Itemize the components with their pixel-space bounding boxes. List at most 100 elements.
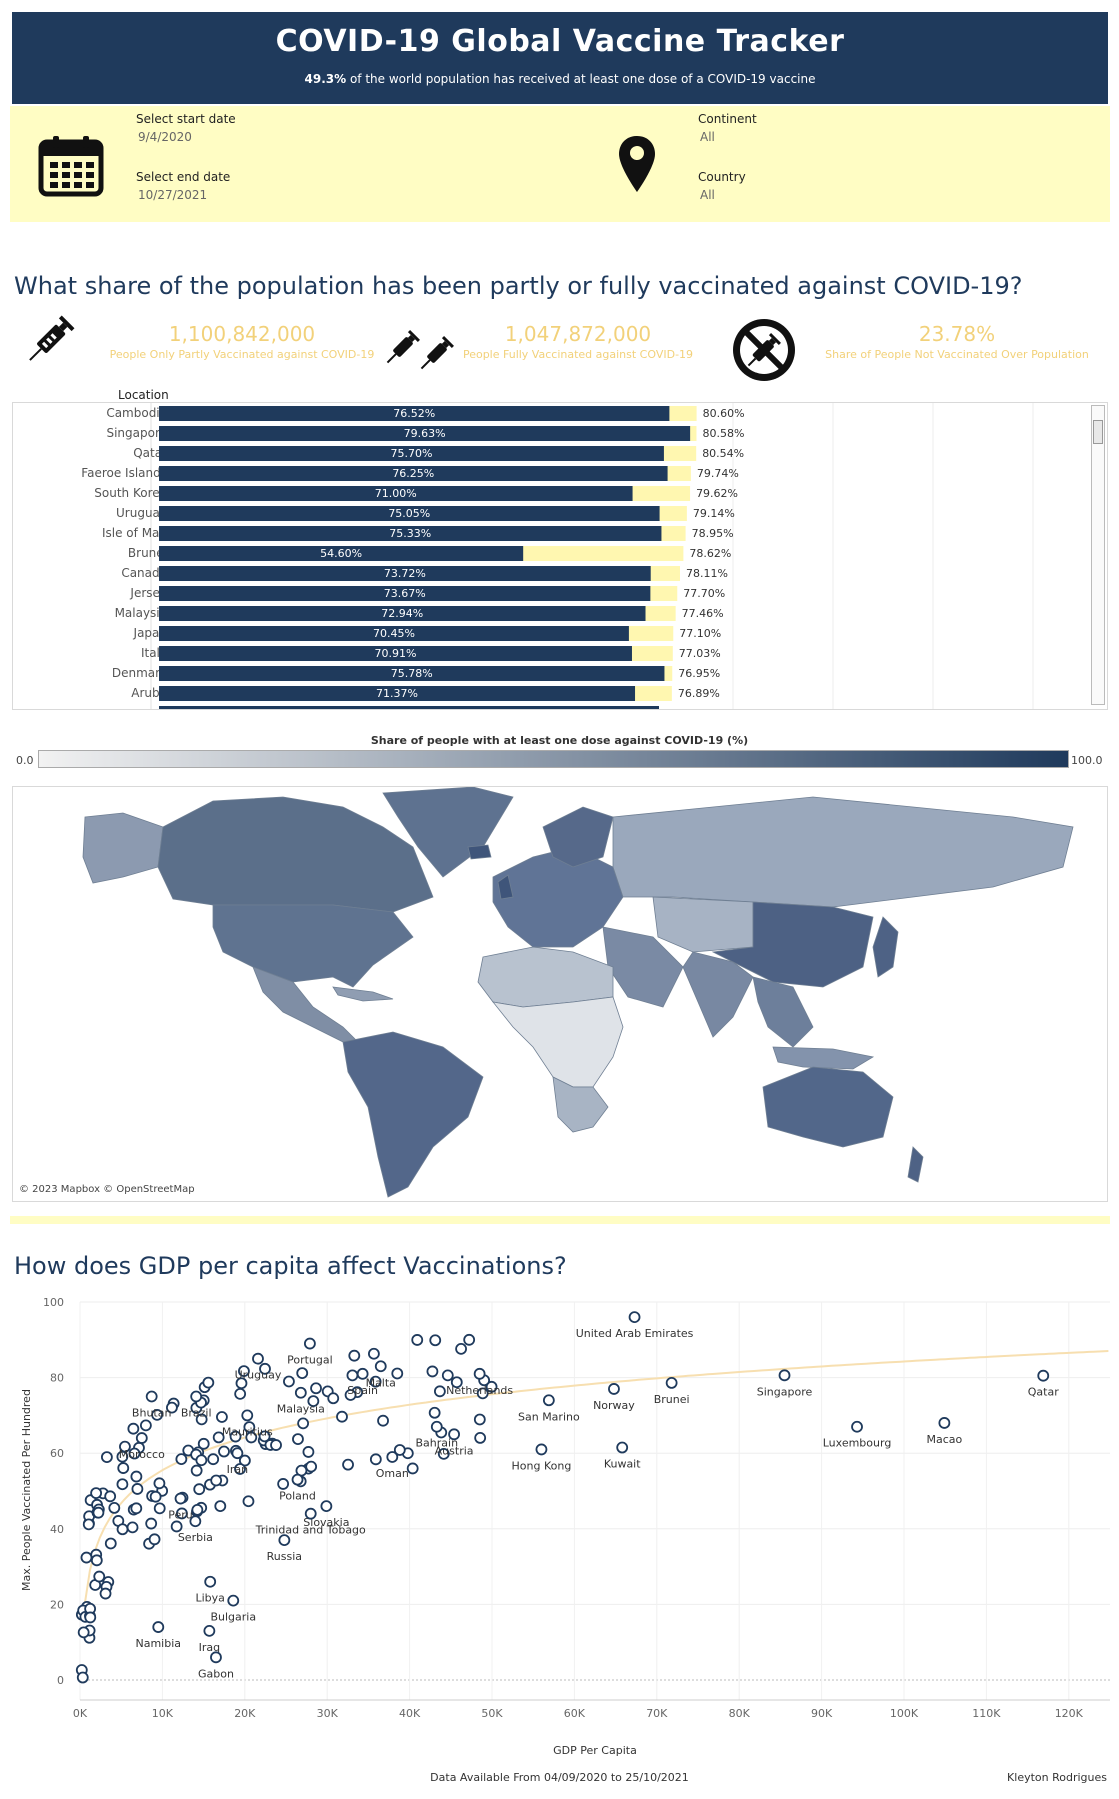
vaccination-bar-table[interactable]: Cambodia 76.52% 80.60% Singapore 79.63% 80.58… xyxy=(12,402,1108,710)
location-label: Canada xyxy=(121,566,167,580)
scatter-point xyxy=(336,1410,348,1423)
scatter-point xyxy=(243,1421,256,1433)
start-date-label: Select start date xyxy=(136,112,236,126)
scatter-point-labeled xyxy=(190,1390,203,1403)
scatter-point-label: Bulgaria xyxy=(210,1611,256,1624)
map-region-uk xyxy=(497,874,514,900)
scatter-point xyxy=(104,1490,117,1503)
scatter-point xyxy=(212,1431,225,1444)
end-date-field[interactable]: 10/27/2021 xyxy=(138,188,208,202)
location-label: Uruguay xyxy=(116,506,167,520)
kpi-not-vaccinated-label: Share of People Not Vaccinated Over Popu… xyxy=(825,348,1089,361)
scatter-point xyxy=(406,1462,419,1475)
scatter-point-label: Mauritius xyxy=(222,1425,273,1438)
scatter-point xyxy=(297,1417,310,1430)
scatter-point xyxy=(218,1445,230,1458)
gdp-scatter-chart[interactable]: 0 20 40 60 80 100 0K 10K 20K 30K 40K 50K 60K 70K 80K 90… xyxy=(12,1290,1110,1760)
bar-fully-vaccinated xyxy=(159,466,668,481)
scatter-point-labeled xyxy=(174,1492,187,1505)
scatter-point xyxy=(127,1422,140,1435)
scatter-point xyxy=(149,1490,162,1503)
scatter-point-labeled xyxy=(227,1594,240,1607)
scatter-point xyxy=(104,1537,117,1550)
scatter-point xyxy=(473,1413,486,1426)
bar-fully-vaccinated xyxy=(159,446,664,461)
scatter-point-label: Morocco xyxy=(119,1448,165,1461)
bar-any-dose-label: 77.03% xyxy=(679,647,721,660)
scatter-point-label: Brazil xyxy=(181,1407,212,1420)
scatter-point-labeled xyxy=(252,1352,264,1365)
scatter-point-label: Singapore xyxy=(757,1385,813,1398)
scatter-point-label: Malta xyxy=(366,1376,396,1389)
scatter-point xyxy=(92,1506,105,1519)
scatter-point xyxy=(242,1495,255,1508)
y-tick-label: 0 xyxy=(57,1674,64,1687)
scatter-point xyxy=(153,1477,166,1490)
bar-fully-label: 71.00% xyxy=(375,487,417,500)
scatter-point-labeled xyxy=(448,1428,460,1441)
start-date-field[interactable]: 9/4/2020 xyxy=(138,130,192,144)
scatter-point-label: Malaysia xyxy=(277,1403,325,1416)
scatter-point xyxy=(93,1570,106,1583)
scatter-point-label: Norway xyxy=(593,1399,635,1412)
bar-fully-label: 75.33% xyxy=(389,527,431,540)
scatter-point xyxy=(128,1447,141,1460)
scatter-point-labeled xyxy=(320,1500,333,1513)
scatter-point xyxy=(450,1376,463,1389)
bar-any-dose-label: 77.70% xyxy=(683,587,725,600)
scatter-point xyxy=(234,1463,246,1475)
scatter-point xyxy=(367,1347,380,1360)
map-region-canada xyxy=(157,796,434,913)
scatter-point xyxy=(131,1483,144,1495)
page-subtitle: 49.3% of the world population has receiv… xyxy=(12,72,1108,86)
footer-author: Kleyton Rodrigues xyxy=(1007,1771,1107,1784)
scatter-point xyxy=(139,1419,152,1432)
scatter-point-labeled xyxy=(430,1420,443,1433)
map-region-russia xyxy=(612,796,1074,908)
header-banner: COVID-19 Global Vaccine Tracker 49.3% of… xyxy=(12,12,1108,104)
scatter-point xyxy=(108,1502,121,1514)
scatter-point xyxy=(166,1401,178,1414)
map-region-australia xyxy=(762,1066,894,1148)
table-scrollbar[interactable] xyxy=(1091,405,1105,705)
scatter-point xyxy=(369,1375,382,1388)
scatter-point xyxy=(151,1408,164,1421)
x-tick-label: 50K xyxy=(481,1707,503,1720)
location-label: South Korea xyxy=(94,486,167,500)
map-region-india xyxy=(682,951,754,1038)
scatter-point xyxy=(195,1413,208,1426)
map-region-usa xyxy=(212,904,414,988)
scatter-point-label: Bahrain xyxy=(416,1437,459,1450)
continent-select[interactable]: All xyxy=(700,130,715,144)
scatter-point xyxy=(426,1365,439,1378)
scatter-point-labeled xyxy=(291,1473,304,1486)
scatter-point xyxy=(346,1369,359,1382)
map-legend-gradient xyxy=(38,750,1069,768)
scatter-point xyxy=(270,1439,282,1451)
bar-any-dose-label: 79.62% xyxy=(696,487,738,500)
scatter-point xyxy=(258,1430,271,1443)
scrollbar-thumb[interactable] xyxy=(1093,420,1103,444)
bar-fully-label: 70.91% xyxy=(375,647,417,660)
scatter-point-label: Libya xyxy=(195,1592,224,1605)
bar-fully-vaccinated xyxy=(159,426,691,441)
table-location-header: Location xyxy=(118,388,169,402)
scatter-point-label: Trinidad and Tobago xyxy=(255,1524,366,1537)
location-label: Denmark xyxy=(112,666,167,680)
bar-fully-vaccinated xyxy=(159,666,665,681)
bar-fully-label: 76.52% xyxy=(393,407,435,420)
scatter-point xyxy=(393,1444,406,1456)
scatter-point-labeled xyxy=(294,1386,307,1399)
x-tick-label: 110K xyxy=(972,1707,1001,1720)
world-map[interactable]: © 2023 Mapbox © OpenStreetMap xyxy=(12,786,1108,1202)
scatter-point xyxy=(348,1349,361,1362)
location-label: Cambodia xyxy=(106,406,167,420)
bar-any-dose-label: 80.54% xyxy=(702,447,744,460)
scatter-point xyxy=(193,1483,206,1496)
location-label: Japan xyxy=(133,626,167,640)
scatter-point xyxy=(116,1450,129,1463)
section-divider xyxy=(10,1216,1110,1224)
map-region-new-zealand xyxy=(907,1146,924,1183)
scatter-point-label: Namibia xyxy=(136,1637,182,1650)
country-select[interactable]: All xyxy=(700,188,715,202)
